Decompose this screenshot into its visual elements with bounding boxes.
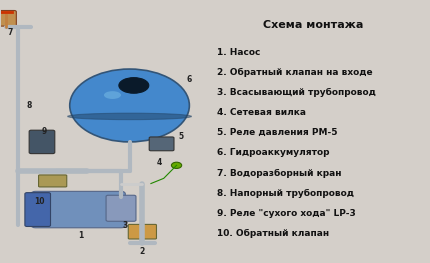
Text: 4. Сетевая вилка: 4. Сетевая вилка — [217, 108, 306, 117]
Ellipse shape — [119, 78, 149, 93]
Text: 10: 10 — [34, 197, 45, 206]
Circle shape — [172, 162, 182, 169]
FancyBboxPatch shape — [149, 137, 174, 151]
Text: 5: 5 — [178, 132, 183, 141]
Text: Схема монтажа: Схема монтажа — [263, 20, 363, 30]
Text: 2: 2 — [140, 247, 145, 256]
Text: 10. Обратный клапан: 10. Обратный клапан — [217, 229, 329, 238]
Text: 1. Насос: 1. Насос — [217, 48, 261, 57]
Text: 3: 3 — [123, 221, 128, 230]
Ellipse shape — [104, 91, 121, 99]
Text: 6: 6 — [187, 75, 192, 84]
FancyBboxPatch shape — [0, 11, 16, 26]
FancyBboxPatch shape — [128, 224, 157, 239]
Text: 8: 8 — [27, 101, 32, 110]
Ellipse shape — [68, 113, 191, 120]
Circle shape — [70, 69, 189, 142]
Text: 5. Реле давления РМ-5: 5. Реле давления РМ-5 — [217, 128, 338, 137]
FancyBboxPatch shape — [29, 130, 55, 154]
Text: 1: 1 — [78, 231, 83, 240]
Text: 9: 9 — [41, 127, 47, 136]
Text: 7: 7 — [7, 28, 12, 37]
Text: 2. Обратный клапан на входе: 2. Обратный клапан на входе — [217, 68, 373, 77]
Text: 4: 4 — [157, 158, 162, 167]
Text: 3. Всасывающий трубопровод: 3. Всасывающий трубопровод — [217, 88, 376, 97]
FancyBboxPatch shape — [25, 193, 50, 226]
FancyBboxPatch shape — [31, 191, 125, 228]
FancyBboxPatch shape — [39, 175, 67, 187]
Text: 8. Напорный трубопровод: 8. Напорный трубопровод — [217, 189, 354, 198]
Text: 6. Гидроаккумулятор: 6. Гидроаккумулятор — [217, 148, 330, 158]
Text: 9. Реле "сухого хода" LP-3: 9. Реле "сухого хода" LP-3 — [217, 209, 356, 218]
FancyBboxPatch shape — [106, 195, 136, 221]
Text: 7. Водоразборный кран: 7. Водоразборный кран — [217, 169, 342, 178]
